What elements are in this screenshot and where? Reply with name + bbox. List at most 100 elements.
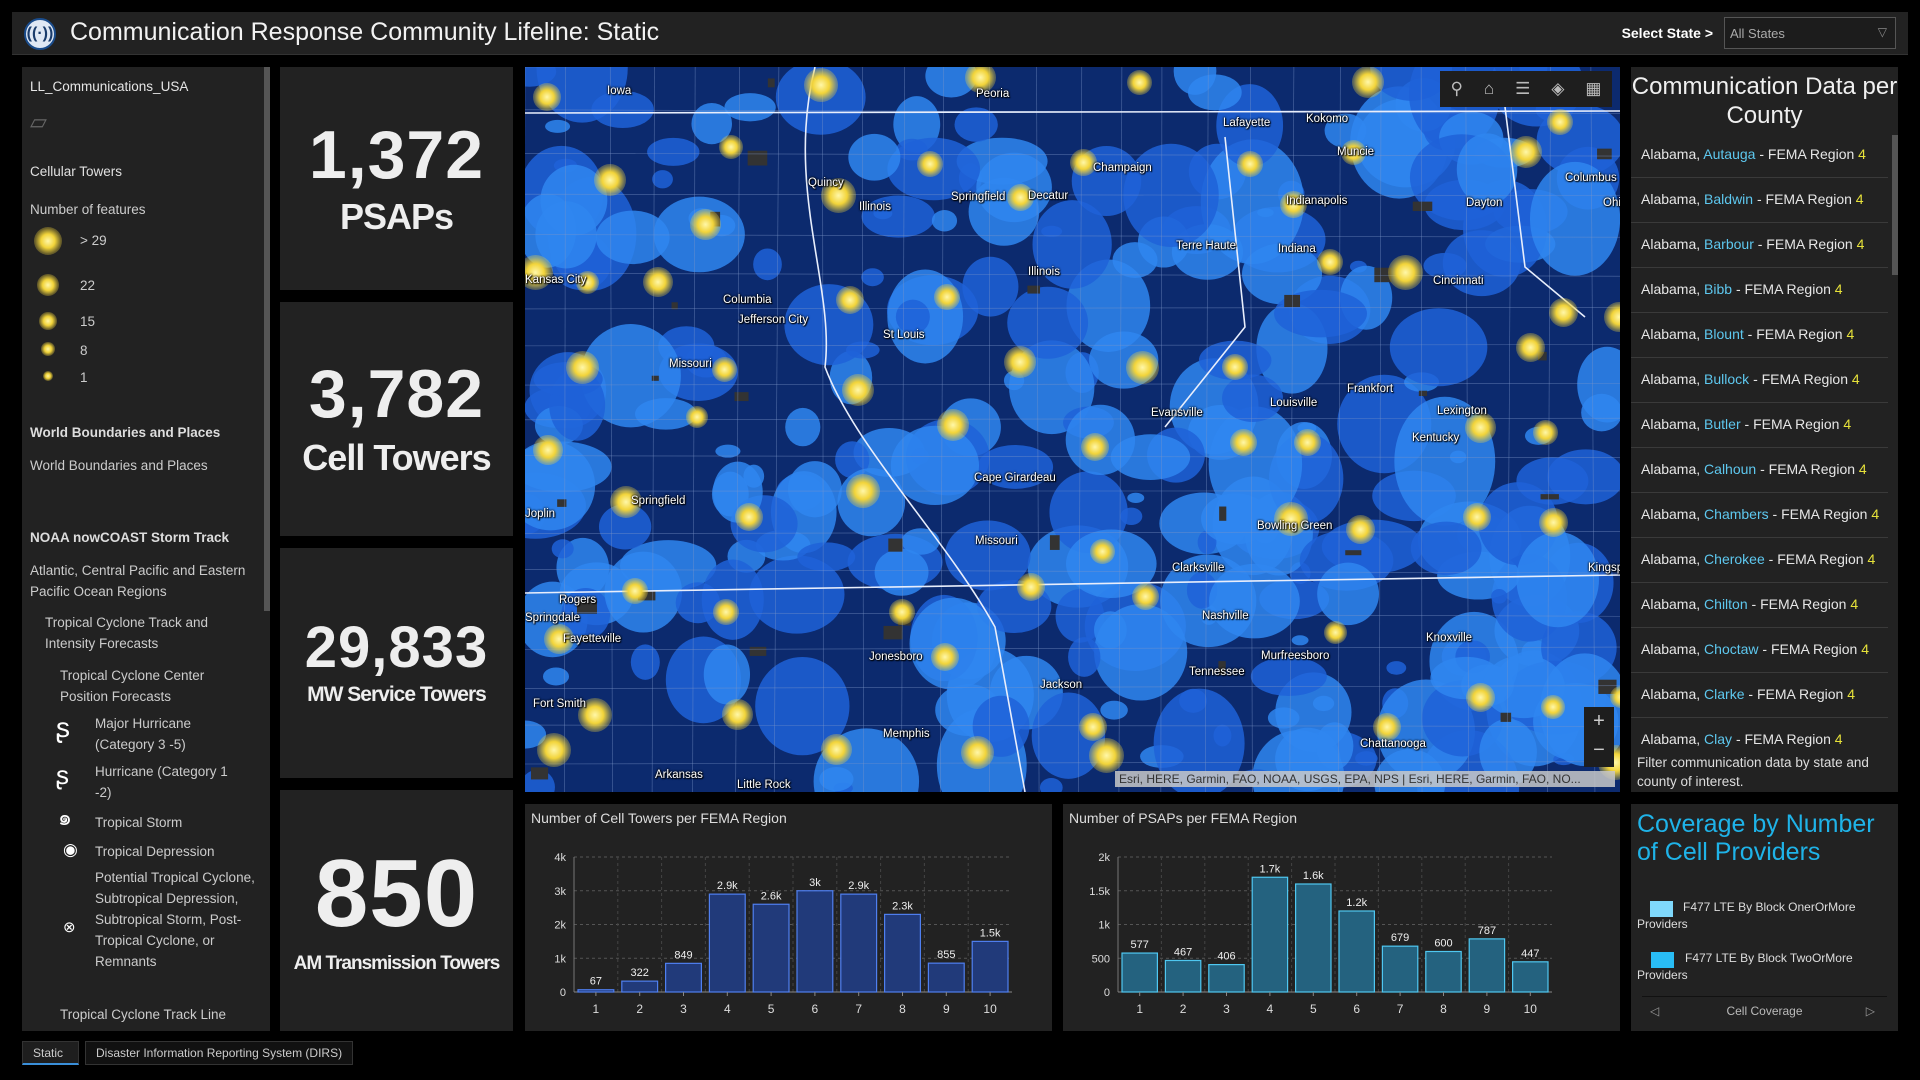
county-list-item[interactable]: Alabama, Clarke - FEMA Region 4 bbox=[1631, 673, 1888, 718]
cell-tower-cluster[interactable] bbox=[889, 599, 915, 625]
cell-tower-cluster[interactable] bbox=[1548, 297, 1578, 327]
cell-tower-cluster[interactable] bbox=[1465, 682, 1495, 712]
cell-tower-cluster[interactable] bbox=[1323, 620, 1347, 644]
cell-tower-cluster[interactable] bbox=[713, 599, 739, 625]
cell-tower-cluster[interactable] bbox=[1126, 69, 1152, 95]
cell-tower-cluster[interactable] bbox=[735, 503, 763, 531]
cell-tower-cluster[interactable] bbox=[1279, 190, 1307, 218]
cell-tower-cluster[interactable] bbox=[711, 356, 737, 382]
tab-static[interactable]: Static bbox=[22, 1041, 79, 1065]
cell-tower-cluster[interactable] bbox=[960, 735, 994, 769]
bar[interactable] bbox=[1164, 959, 1202, 993]
cell-tower-cluster[interactable] bbox=[1317, 249, 1343, 275]
bar[interactable] bbox=[1468, 938, 1506, 993]
cell-tower-cluster[interactable] bbox=[836, 286, 864, 314]
cell-tower-cluster[interactable] bbox=[1373, 713, 1401, 741]
cell-tower-cluster[interactable] bbox=[934, 284, 960, 310]
bar[interactable] bbox=[1295, 883, 1332, 993]
bar[interactable] bbox=[665, 962, 703, 993]
county-list-item[interactable]: Alabama, Bullock - FEMA Region 4 bbox=[1631, 358, 1888, 403]
cell-tower-cluster[interactable] bbox=[1464, 411, 1496, 443]
bar[interactable] bbox=[796, 890, 834, 993]
cell-tower-cluster[interactable] bbox=[721, 698, 753, 730]
cell-tower-cluster[interactable] bbox=[594, 164, 626, 196]
cell-tower-cluster[interactable] bbox=[931, 643, 959, 671]
county-list-item[interactable]: Alabama, Baldwin - FEMA Region 4 bbox=[1631, 178, 1888, 223]
cell-tower-cluster[interactable] bbox=[1222, 354, 1248, 380]
county-list-item[interactable]: Alabama, Chilton - FEMA Region 4 bbox=[1631, 583, 1888, 628]
home-icon[interactable]: ⌂ bbox=[1483, 79, 1495, 98]
chevron-right-icon[interactable]: ▷ bbox=[1865, 1004, 1875, 1018]
cell-tower-cluster[interactable] bbox=[1547, 109, 1573, 135]
cell-tower-cluster[interactable] bbox=[1352, 67, 1384, 98]
cell-tower-cluster[interactable] bbox=[842, 374, 874, 406]
bar[interactable] bbox=[1425, 950, 1462, 993]
cell-tower-cluster[interactable] bbox=[820, 177, 856, 213]
bar[interactable] bbox=[1251, 876, 1289, 993]
map-attribution[interactable]: Esri, HERE, Garmin, FAO, NOAA, USGS, EPA… bbox=[1115, 771, 1615, 787]
cell-tower-cluster[interactable] bbox=[578, 698, 612, 732]
legend-list-icon[interactable]: ☰ bbox=[1515, 79, 1531, 98]
bar[interactable] bbox=[577, 989, 615, 993]
bar[interactable] bbox=[621, 980, 659, 993]
zoom-in-button[interactable]: + bbox=[1593, 710, 1605, 732]
cell-tower-cluster[interactable] bbox=[544, 624, 574, 654]
county-list-item[interactable]: Alabama, Butler - FEMA Region 4 bbox=[1631, 403, 1888, 448]
cell-tower-cluster[interactable] bbox=[1345, 514, 1375, 544]
cell-tower-cluster[interactable] bbox=[719, 135, 743, 159]
cell-tower-cluster[interactable] bbox=[1131, 582, 1159, 610]
county-list-item[interactable]: Alabama, Clay - FEMA Region 4 bbox=[1641, 731, 1843, 747]
county-list-item[interactable]: Alabama, Barbour - FEMA Region 4 bbox=[1631, 223, 1888, 268]
cell-tower-cluster[interactable] bbox=[1004, 346, 1036, 378]
cell-tower-cluster[interactable] bbox=[1610, 686, 1620, 708]
bar[interactable] bbox=[1381, 945, 1419, 993]
county-list-item[interactable]: Alabama, Chambers - FEMA Region 4 bbox=[1631, 493, 1888, 538]
county-list-item[interactable]: Alabama, Blount - FEMA Region 4 bbox=[1631, 313, 1888, 358]
county-list-scrollbar[interactable] bbox=[1892, 135, 1898, 275]
cell-tower-cluster[interactable] bbox=[1274, 502, 1308, 536]
zoom-out-button[interactable]: − bbox=[1593, 739, 1605, 761]
cell-tower-cluster[interactable] bbox=[686, 406, 708, 428]
bar[interactable] bbox=[1512, 961, 1549, 993]
legend-scrollbar[interactable] bbox=[264, 67, 270, 611]
cell-tower-cluster[interactable] bbox=[1017, 573, 1045, 601]
county-list-item[interactable]: Alabama, Calhoun - FEMA Region 4 bbox=[1631, 448, 1888, 493]
cell-tower-cluster[interactable] bbox=[1515, 332, 1545, 362]
cell-tower-cluster[interactable] bbox=[610, 486, 642, 518]
cell-tower-cluster[interactable] bbox=[689, 208, 721, 240]
cell-tower-cluster[interactable] bbox=[1541, 695, 1565, 719]
cell-tower-cluster[interactable] bbox=[820, 733, 852, 765]
cell-tower-cluster[interactable] bbox=[1340, 139, 1366, 165]
cell-tower-cluster[interactable] bbox=[1125, 350, 1159, 384]
bar[interactable] bbox=[708, 893, 746, 993]
bar[interactable] bbox=[927, 962, 965, 993]
cell-tower-cluster[interactable] bbox=[1229, 428, 1257, 456]
cell-tower-cluster[interactable] bbox=[1088, 737, 1124, 773]
cell-tower-cluster[interactable] bbox=[565, 350, 599, 384]
map-canvas[interactable] bbox=[525, 67, 1620, 792]
cell-tower-cluster[interactable] bbox=[1538, 507, 1568, 537]
cell-tower-cluster[interactable] bbox=[1463, 503, 1491, 531]
cell-tower-cluster[interactable] bbox=[622, 578, 648, 604]
cell-tower-cluster[interactable] bbox=[804, 68, 838, 102]
bar[interactable] bbox=[752, 903, 790, 993]
cell-tower-cluster[interactable] bbox=[1237, 151, 1263, 177]
cell-tower-cluster[interactable] bbox=[1510, 136, 1542, 168]
bar[interactable] bbox=[1338, 910, 1376, 993]
bar[interactable] bbox=[884, 913, 922, 993]
bar[interactable] bbox=[971, 940, 1009, 993]
cell-tower-cluster[interactable] bbox=[1387, 254, 1423, 290]
bar[interactable] bbox=[1121, 952, 1159, 993]
cell-tower-cluster[interactable] bbox=[964, 67, 996, 93]
cell-tower-cluster[interactable] bbox=[1089, 538, 1115, 564]
cell-tower-cluster[interactable] bbox=[1081, 433, 1109, 461]
cell-tower-cluster[interactable] bbox=[575, 270, 599, 294]
basemap-gallery-icon[interactable]: ▦ bbox=[1585, 79, 1602, 98]
map-view[interactable]: Iowa Peoria Lafayette Kokomo Muncie Columbus O… bbox=[525, 67, 1620, 792]
cell-tower-cluster[interactable] bbox=[1293, 428, 1321, 456]
cell-tower-cluster[interactable] bbox=[533, 83, 561, 111]
bar[interactable] bbox=[1208, 963, 1245, 993]
tab-dirs[interactable]: Disaster Information Reporting System (D… bbox=[85, 1041, 354, 1065]
cell-tower-cluster[interactable] bbox=[537, 733, 571, 767]
county-list-item[interactable]: Alabama, Choctaw - FEMA Region 4 bbox=[1631, 628, 1888, 673]
